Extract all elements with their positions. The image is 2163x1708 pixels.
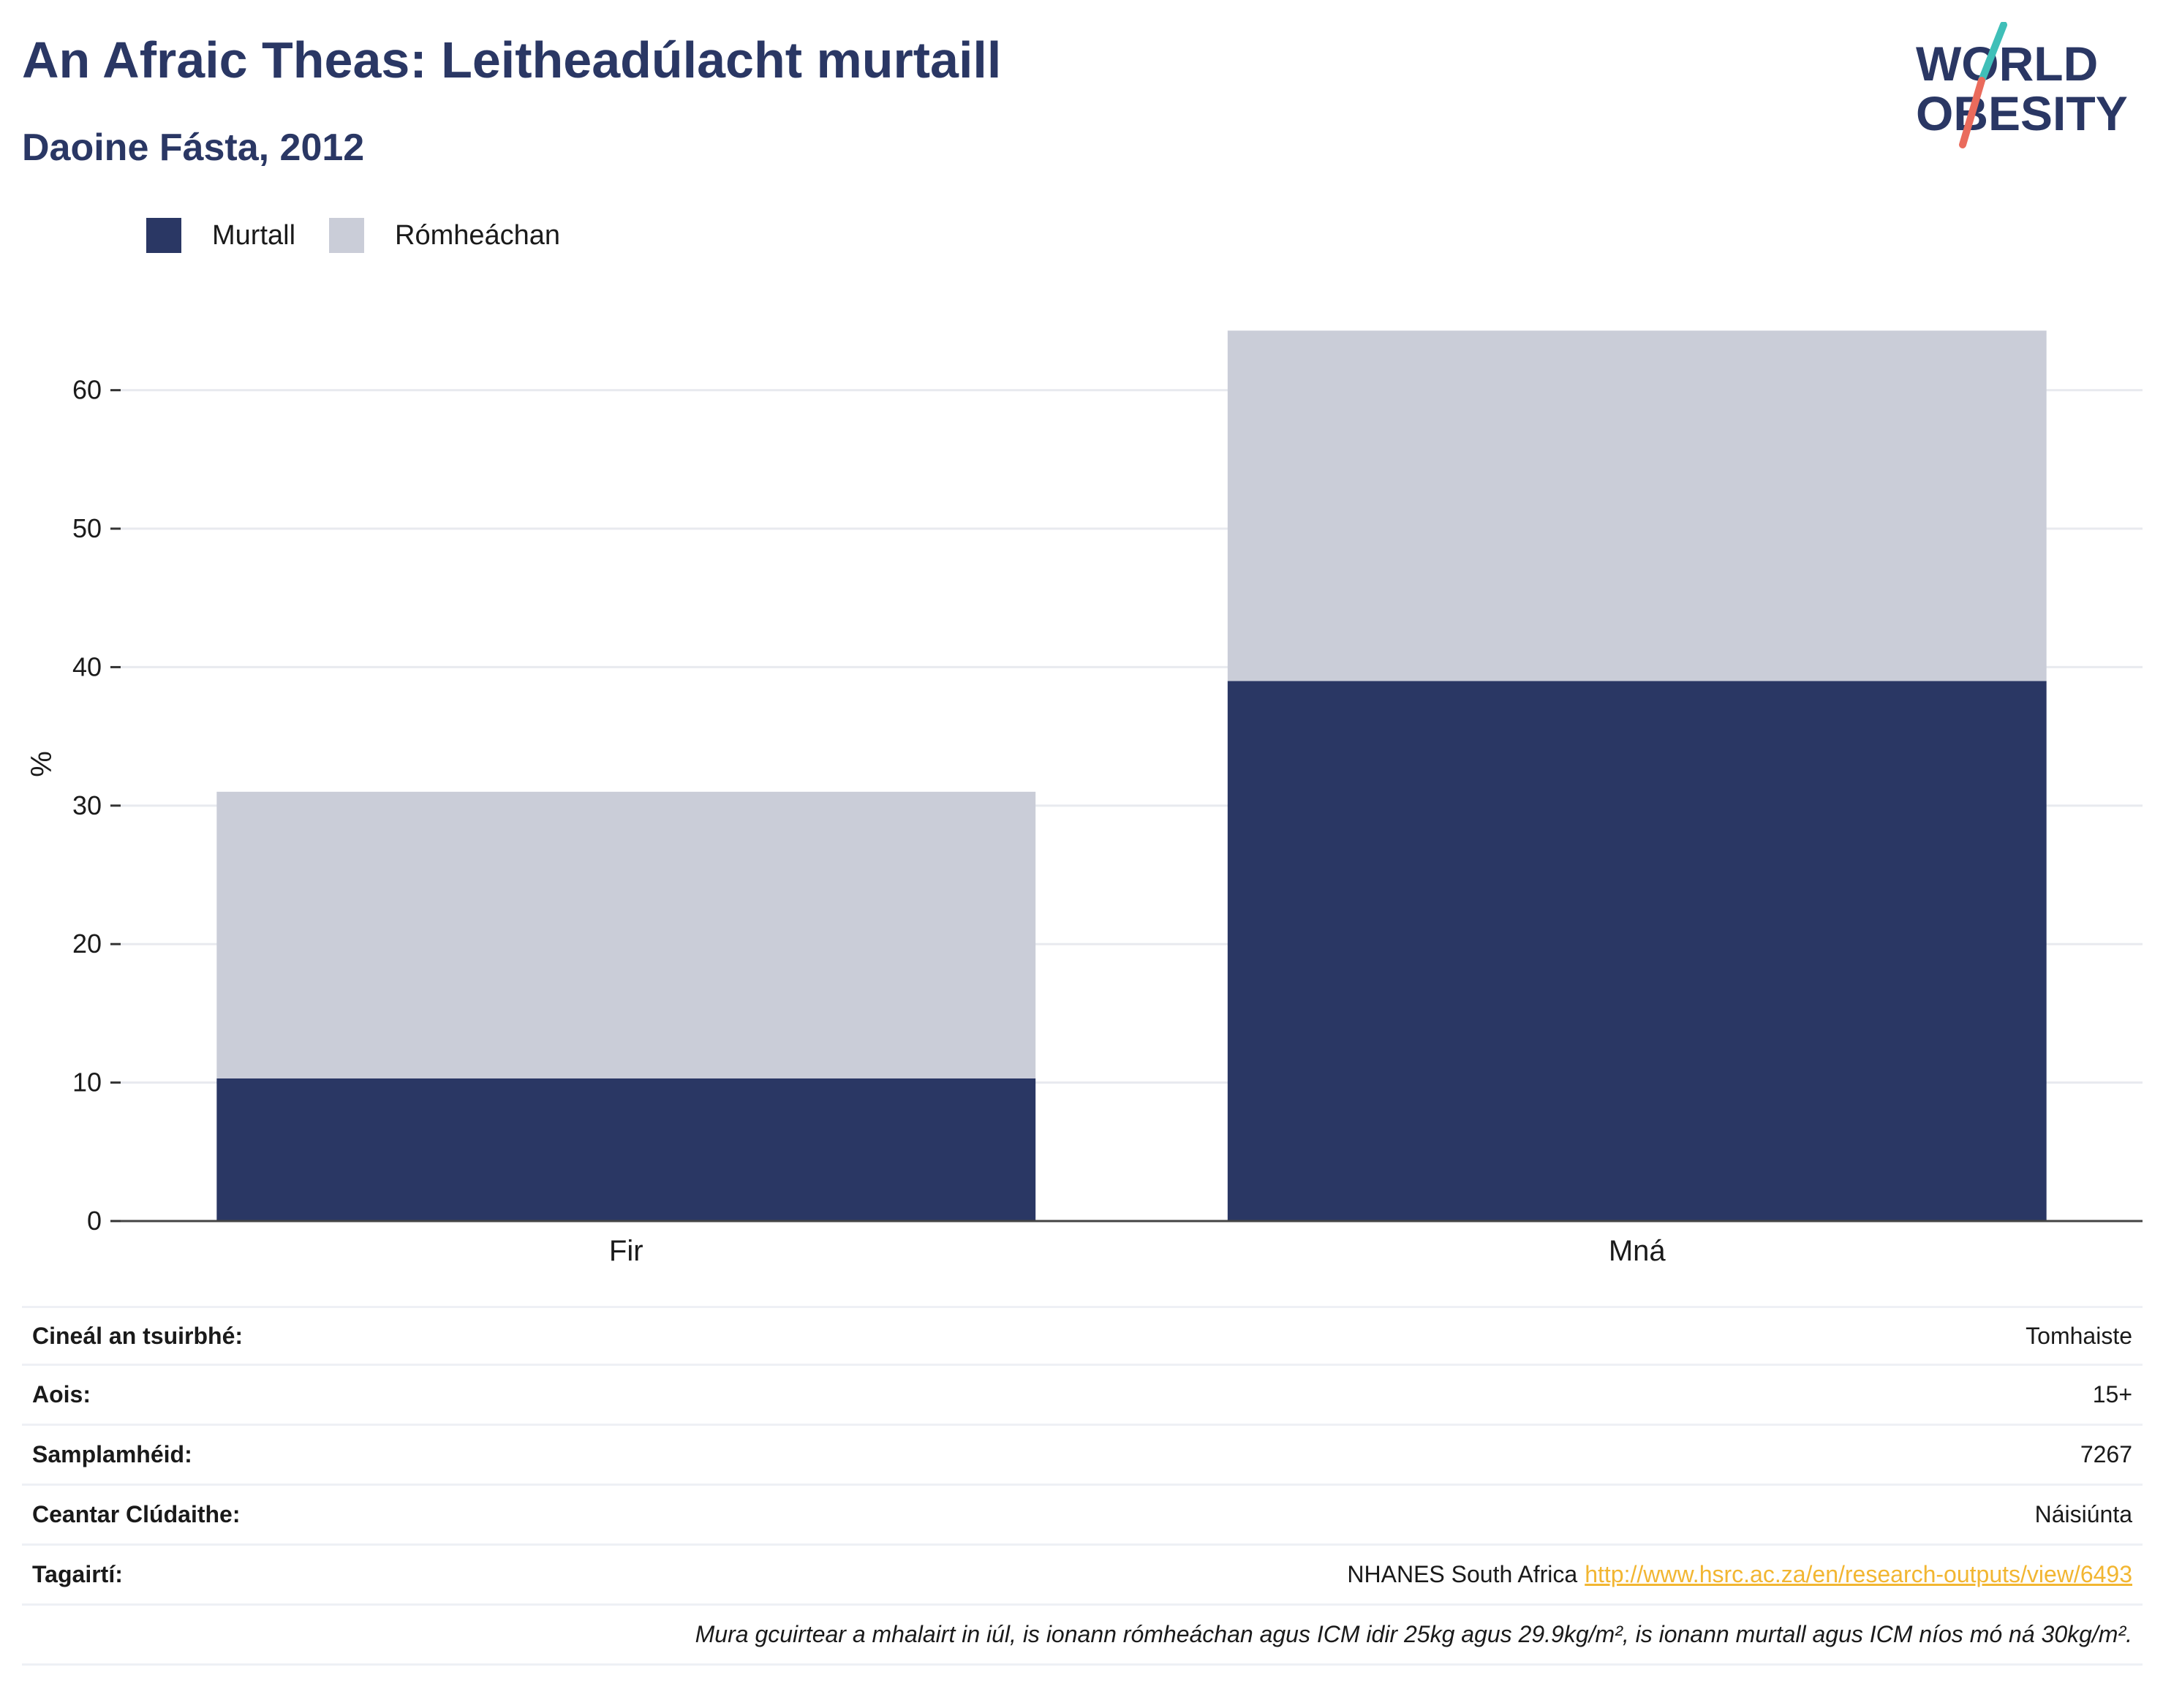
chart-legend: Murtall Rómheáchan [146,216,594,254]
chart-subtitle: Daoine Fásta, 2012 [22,126,365,169]
x-tick-label: Mná [1609,1235,1666,1267]
survey-type-label: Cineál an tsuirbhé: [32,1322,244,1349]
logo-line-1: WORLD [1916,37,2098,91]
bar-overweight-fir [216,791,1036,1078]
y-axis-label: % [26,751,58,777]
info-row-references: Tagairtí: NHANES South Africa http://www.… [22,1546,2143,1606]
bar-overweight-mná [1227,330,2047,681]
x-tick-label: Fir [609,1235,643,1267]
info-table: Cineál an tsuirbhé: Tomhaiste Aois: 15+ … [22,1306,2143,1666]
bar-obesity-mná [1227,681,2047,1221]
y-tick-label: 40 [72,651,102,681]
logo-slash-teal [1978,22,2007,84]
info-row-coverage: Ceantar Clúdaithe: Náisiúnta [22,1486,2143,1546]
y-tick-label: 30 [72,790,102,820]
y-tick-label: 0 [87,1206,102,1236]
legend-swatch-obesity [146,218,181,253]
legend-item-overweight[interactable]: Rómheáchan [329,218,560,253]
legend-label-overweight: Rómheáchan [395,219,561,251]
references-label: Tagairtí: [32,1561,123,1587]
legend-label-obesity: Murtall [212,219,296,251]
info-row-age: Aois: 15+ [22,1366,2143,1426]
references-text: NHANES South Africa [1347,1561,1578,1587]
bar-chart: 0 10 20 30 40 50 60% Fir Mná [26,330,2143,1267]
logo-line-2: OBESITY [1916,86,2128,140]
definition-note-text: Mura gcuirtear a mhalairt in iúl, is ion… [695,1621,2132,1647]
info-row-survey-type: Cineál an tsuirbhé: Tomhaiste [22,1306,2143,1366]
survey-type-value: Tomhaiste [2026,1322,2132,1349]
sample-size-label: Samplamhéid: [32,1441,192,1467]
age-label: Aois: [32,1381,91,1407]
coverage-label: Ceantar Clúdaithe: [32,1501,241,1527]
references-value: NHANES South Africa http://www.hsrc.ac.za… [1347,1561,2132,1588]
y-tick-label: 50 [72,513,102,543]
y-tick-label: 20 [72,929,102,959]
info-row-sample-size: Samplamhéid: 7267 [22,1426,2143,1486]
definition-note: Mura gcuirtear a mhalairt in iúl, is ion… [22,1606,2143,1666]
world-obesity-logo: WORLD OBESITY [1916,22,2128,148]
sample-size-value: 7267 [2080,1441,2132,1467]
logo-slash-coral [1959,77,1985,148]
reference-link[interactable]: http://www.hsrc.ac.za/en/research-output… [1585,1561,2132,1587]
bar-obesity-fir [216,1078,1036,1221]
legend-item-obesity[interactable]: Murtall [146,218,295,253]
chart-title: An Afraic Theas: Leitheadúlacht murtaill [22,31,1002,88]
age-value: 15+ [2092,1381,2132,1407]
coverage-value: Náisiúnta [2034,1501,2132,1527]
y-tick-label: 10 [72,1068,102,1097]
y-tick-label: 60 [72,375,102,405]
legend-swatch-overweight [329,218,365,253]
